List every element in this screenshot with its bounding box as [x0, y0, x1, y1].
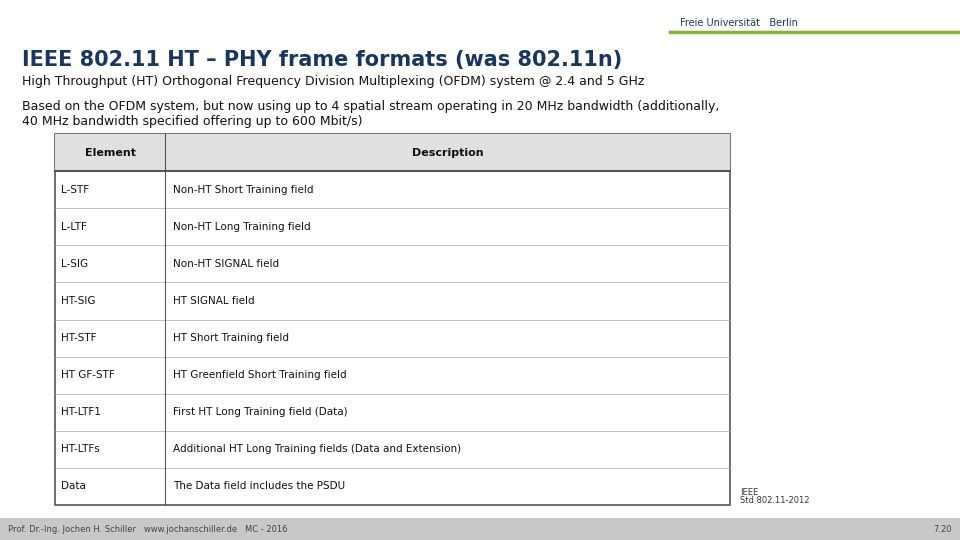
Text: HT-STF: HT-STF [61, 333, 97, 343]
Text: 40 MHz bandwidth specified offering up to 600 Mbit/s): 40 MHz bandwidth specified offering up t… [22, 115, 363, 128]
Text: Element: Element [84, 147, 135, 158]
Text: L-LTF: L-LTF [61, 222, 86, 232]
Text: High Throughput (HT) Orthogonal Frequency Division Multiplexing (OFDM) system @ : High Throughput (HT) Orthogonal Frequenc… [22, 75, 644, 88]
Text: First HT Long Training field (Data): First HT Long Training field (Data) [173, 407, 348, 417]
Text: The Data field includes the PSDU: The Data field includes the PSDU [173, 482, 346, 491]
Bar [55, 134, 730, 505]
Text: Based on the OFDM system, but now using up to 4 spatial stream operating in 20 M: Based on the OFDM system, but now using … [22, 100, 719, 113]
Text: 7.20: 7.20 [933, 524, 952, 534]
Text: HT-SIG: HT-SIG [61, 296, 95, 306]
Text: Std 802.11-2012: Std 802.11-2012 [740, 496, 809, 505]
Text: IEEE 802.11 HT – PHY frame formats (was 802.11n): IEEE 802.11 HT – PHY frame formats (was … [22, 50, 622, 70]
Text: L-STF: L-STF [61, 185, 89, 194]
Text: IEEE: IEEE [740, 488, 758, 497]
Text: Non-HT Short Training field: Non-HT Short Training field [173, 185, 314, 194]
Text: HT Greenfield Short Training field: HT Greenfield Short Training field [173, 370, 347, 380]
Text: HT GF-STF: HT GF-STF [61, 370, 115, 380]
Text: Data: Data [61, 482, 85, 491]
Text: Additional HT Long Training fields (Data and Extension): Additional HT Long Training fields (Data… [173, 444, 461, 454]
Text: HT SIGNAL field: HT SIGNAL field [173, 296, 254, 306]
Text: Non-HT Long Training field: Non-HT Long Training field [173, 222, 311, 232]
Bar [55, 134, 730, 171]
Text: HT-LTF1: HT-LTF1 [61, 407, 101, 417]
Text: Prof. Dr.-Ing. Jochen H. Schiller   www.jochanschiller.de   MC - 2016: Prof. Dr.-Ing. Jochen H. Schiller www.jo… [8, 524, 287, 534]
Text: L-SIG: L-SIG [61, 259, 88, 269]
Bar [0, 518, 960, 540]
Text: Freie Universität   Berlin: Freie Universität Berlin [680, 18, 798, 28]
Text: Description: Description [412, 147, 483, 158]
Text: HT-LTFs: HT-LTFs [61, 444, 100, 454]
Text: HT Short Training field: HT Short Training field [173, 333, 289, 343]
Text: Non-HT SIGNAL field: Non-HT SIGNAL field [173, 259, 279, 269]
